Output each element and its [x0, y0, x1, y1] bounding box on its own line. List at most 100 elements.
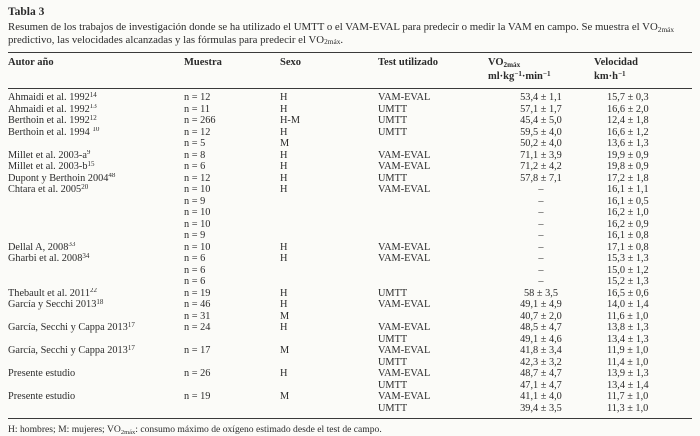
column-unit: km·h−1 — [594, 69, 626, 82]
table-row: Ahmaidi et al. 199214 n = 12 H VAM-EVAL 53,4… — [8, 89, 692, 104]
cell-autor — [8, 138, 184, 150]
cell-muestra: n = 19 — [184, 287, 211, 299]
cell-test — [378, 196, 488, 208]
cell-muestra: n = 12 — [184, 92, 211, 103]
table-head: Autor año Muestra Sexo Test utilizado VO2máx… — [8, 52, 692, 89]
column-header-sexo: Sexo — [280, 52, 378, 89]
cell-vel: 16,1 ± 0,8 — [607, 230, 649, 241]
cell-muestra: n = 10 — [184, 184, 211, 195]
cell-test: VAM-EVAL — [378, 322, 431, 333]
cell-vo2: 58 ± 3,5 — [524, 287, 558, 299]
cell-sexo — [280, 230, 378, 242]
cell-vo2: – — [538, 218, 544, 230]
cell-autor — [8, 230, 184, 242]
table-row: n = 6 – 15,0 ± 1,2 — [8, 265, 692, 277]
cell-vo2: 71,2 ± 4,2 — [520, 161, 562, 172]
cell-vel: 12,4 ± 1,8 — [607, 115, 649, 126]
cell-autor: Millet et al. 2003-b15 — [8, 161, 95, 172]
table-row: García, Secchi y Cappa 201317 n = 17 M VAM-… — [8, 345, 692, 357]
cell-muestra: n = 5 — [184, 138, 206, 149]
cell-vo2: 41,1 ± 4,0 — [520, 391, 562, 402]
cell-test: VAM-EVAL — [378, 253, 431, 264]
cell-vel: 13,6 ± 1,3 — [607, 138, 649, 149]
table-title: Tabla 3 — [8, 6, 45, 18]
cell-test — [378, 311, 488, 323]
cell-autor: García y Secchi 201318 — [8, 299, 104, 310]
table-row: UMTT 39,4 ± 3,5 11,3 ± 1,0 — [8, 403, 692, 419]
cell-sexo — [280, 276, 378, 288]
cell-test — [378, 265, 488, 277]
column-header-autor: Autor año — [8, 52, 184, 89]
table-row: n = 9 – 16,1 ± 0,8 — [8, 230, 692, 242]
cell-test: VAM-EVAL — [378, 241, 431, 253]
cell-vel: 13,4 ± 1,4 — [607, 379, 649, 391]
column-label: Velocidad — [594, 57, 638, 68]
cell-muestra: n = 24 — [184, 322, 211, 333]
cell-vo2: 48,5 ± 4,7 — [520, 322, 562, 333]
cell-vo2: 53,4 ± 1,1 — [520, 92, 562, 103]
cell-vo2: – — [538, 264, 544, 276]
cell-vo2: 59,5 ± 4,0 — [520, 126, 562, 138]
cell-muestra: n = 9 — [184, 230, 206, 241]
cell-muestra — [184, 403, 280, 419]
cell-vo2: 49,1 ± 4,9 — [520, 299, 562, 310]
table-row: Millet et al. 2003-b15 n = 6 H VAM-EVAL 71,2… — [8, 161, 692, 173]
cell-sexo: H — [280, 299, 288, 310]
table-row: Ahmaidi et al. 199213 n = 11 H UMTT 57,1 ± 1… — [8, 104, 692, 116]
table-row: UMTT 47,1 ± 4,7 13,4 ± 1,4 — [8, 380, 692, 392]
cell-sexo: H — [280, 322, 288, 333]
cell-autor — [8, 334, 184, 346]
cell-autor: Ahmaidi et al. 199213 — [8, 103, 97, 115]
cell-autor — [8, 219, 184, 231]
cell-vel: 16,2 ± 1,0 — [607, 207, 649, 218]
cell-autor — [8, 403, 184, 419]
cell-vo2: – — [538, 241, 544, 253]
cell-autor — [8, 207, 184, 219]
table-row: n = 10 – 16,2 ± 1,0 — [8, 207, 692, 219]
cell-sexo: H — [280, 184, 288, 195]
cell-muestra: n = 6 — [184, 264, 206, 276]
cell-test — [378, 276, 488, 288]
cell-vel: 16,6 ± 1,2 — [607, 126, 649, 138]
cell-sexo — [280, 219, 378, 231]
cell-vo2: – — [538, 207, 544, 218]
cell-vel: 11,7 ± 1,0 — [607, 391, 649, 402]
cell-muestra: n = 9 — [184, 195, 206, 207]
cell-vo2: 57,1 ± 1,7 — [520, 103, 562, 115]
cell-vo2: 71,1 ± 3,9 — [520, 149, 562, 161]
cell-vo2: 42,3 ± 3,2 — [520, 356, 562, 368]
column-unit: ml·kg−1·min−1 — [488, 69, 551, 82]
cell-sexo: H — [280, 103, 288, 115]
cell-muestra: n = 17 — [184, 345, 211, 356]
cell-test — [378, 207, 488, 219]
cell-vel: 17,1 ± 0,8 — [607, 241, 649, 253]
cell-muestra: n = 46 — [184, 299, 211, 310]
table-row: Presente estudio n = 26 H VAM-EVAL 48,7 ± 4,… — [8, 368, 692, 380]
column-label: Muestra — [184, 57, 222, 68]
cell-vo2: – — [538, 276, 544, 287]
column-label: Autor año — [8, 57, 54, 68]
cell-test: UMTT — [378, 379, 408, 391]
cell-test — [378, 219, 488, 231]
cell-autor — [8, 380, 184, 392]
table-body: Ahmaidi et al. 199214 n = 12 H VAM-EVAL 53,4… — [8, 89, 692, 419]
cell-muestra: n = 6 — [184, 253, 206, 264]
cell-sexo: H — [280, 241, 288, 253]
cell-autor — [8, 265, 184, 277]
cell-test: UMTT — [378, 103, 408, 115]
cell-test — [378, 138, 488, 150]
column-header-test: Test utilizado — [378, 52, 488, 89]
table-row: Thebault et al. 201122 n = 19 H UMTT 58 ± 3,… — [8, 288, 692, 300]
cell-vo2: 48,7 ± 4,7 — [520, 368, 562, 379]
cell-sexo: H — [280, 126, 288, 138]
table-row: García, Secchi y Cappa 201317 n = 24 H VAM-… — [8, 322, 692, 334]
cell-test: UMTT — [378, 402, 408, 414]
cell-autor: Presente estudio — [8, 391, 76, 402]
cell-test: VAM-EVAL — [378, 149, 431, 161]
table-row: Chtara et al. 200520 n = 10 H VAM-EVAL – 16,1… — [8, 184, 692, 196]
cell-vo2: 39,4 ± 3,5 — [520, 402, 562, 414]
cell-sexo: H — [280, 368, 288, 379]
cell-test: UMTT — [378, 333, 408, 345]
cell-muestra: n = 12 — [184, 172, 211, 184]
cell-test: VAM-EVAL — [378, 391, 431, 402]
